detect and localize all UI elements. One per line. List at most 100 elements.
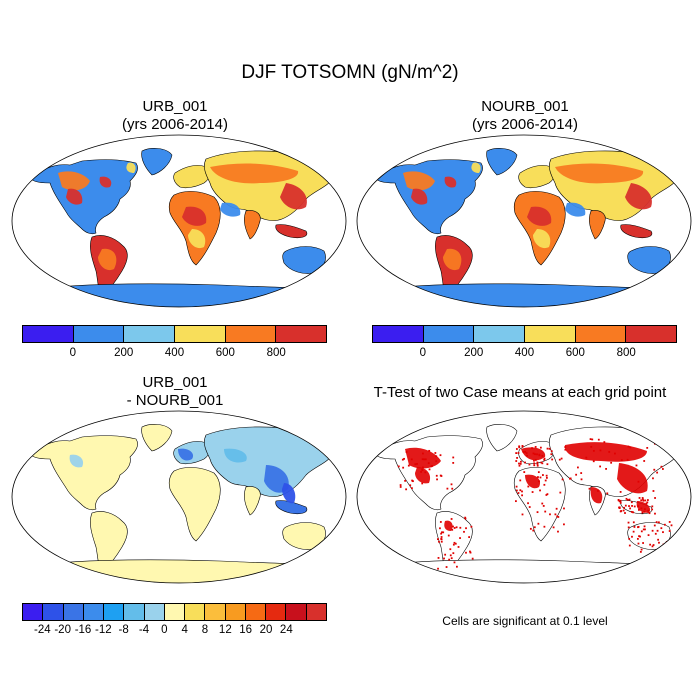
colorbar-tick-label: -20 — [54, 624, 71, 636]
significant-cell — [528, 463, 531, 466]
significant-cell — [445, 566, 448, 568]
significant-cell — [623, 506, 625, 509]
colorbar-segment — [23, 326, 74, 342]
significant-cell — [537, 471, 540, 474]
significant-cell — [428, 449, 431, 452]
significant-cell — [597, 489, 599, 492]
significant-cell — [640, 530, 643, 533]
significant-cell — [626, 498, 629, 501]
colorbar-tick-label: 8 — [201, 624, 209, 636]
significant-cell — [550, 450, 553, 453]
significant-cell — [668, 521, 671, 523]
significant-cell — [563, 523, 565, 526]
significant-cell — [449, 548, 452, 551]
significant-cell — [644, 508, 646, 511]
significant-cell — [643, 460, 646, 462]
significant-cell — [652, 490, 655, 492]
significant-cell — [469, 551, 472, 554]
map-outline — [356, 410, 692, 584]
colorbar-tick-label: 400 — [164, 347, 185, 359]
field-patch — [66, 188, 83, 205]
field-patch — [282, 483, 296, 504]
significant-cell — [527, 502, 529, 505]
field-patch — [69, 454, 84, 468]
significant-cell — [422, 466, 424, 469]
significant-cell — [657, 521, 660, 524]
significant-cell — [592, 460, 595, 463]
significant-cell — [647, 509, 650, 512]
landmass-antarctica — [33, 283, 329, 307]
significant-cell — [653, 468, 656, 471]
significant-cell — [424, 471, 427, 474]
landmass-africa — [168, 467, 221, 542]
significant-cell — [670, 524, 673, 527]
significant-cell — [423, 458, 426, 461]
significant-cell — [546, 447, 549, 450]
significant-cell — [440, 536, 443, 538]
significant-cell — [658, 541, 660, 544]
significant-cell — [411, 479, 414, 482]
significant-cell — [536, 511, 539, 514]
significant-cell — [627, 445, 630, 448]
significant-cell — [438, 540, 440, 543]
significant-cell — [459, 537, 461, 539]
significant-cell — [518, 445, 521, 448]
significant-cell — [655, 521, 658, 524]
significant-cell — [518, 462, 520, 465]
significant-cell — [624, 512, 626, 514]
significant-cell — [522, 451, 525, 453]
significant-cell — [470, 525, 473, 528]
landmass-newZealand — [679, 270, 687, 284]
significant-cell — [444, 553, 447, 556]
significant-cell — [529, 527, 532, 530]
significant-cell — [407, 464, 410, 467]
significant-cell — [644, 528, 646, 531]
significant-cell — [534, 459, 537, 461]
significant-cell — [532, 529, 535, 532]
significant-cell — [402, 466, 405, 469]
significant-cell — [515, 452, 518, 454]
field-patch — [182, 206, 207, 226]
colorbar-segment — [306, 604, 326, 620]
significant-cell — [434, 452, 437, 454]
colorbar-tick-label: 20 — [259, 624, 273, 636]
significant-cell — [443, 557, 445, 560]
significant-cell — [633, 505, 636, 508]
significant-cell — [431, 465, 433, 467]
colorbar-segment — [225, 604, 246, 620]
significant-cell — [515, 500, 517, 503]
significant-cell — [646, 501, 649, 504]
significant-cell — [519, 489, 522, 492]
landmass-newZealand — [334, 546, 342, 560]
significant-cell — [639, 535, 641, 538]
colorbar-urb — [22, 325, 327, 343]
significant-cell — [427, 462, 430, 465]
significant-cell — [633, 526, 636, 528]
significant-cell — [399, 484, 402, 486]
significant-cell — [637, 525, 640, 528]
colorbar-segment — [104, 604, 125, 620]
significant-cell — [618, 507, 621, 509]
panel-title-diff-line2: - NOURB_001 — [126, 392, 224, 409]
significant-cell — [669, 547, 672, 550]
colorbar-segment — [23, 604, 44, 620]
significant-cell — [643, 510, 646, 513]
significant-cell — [439, 527, 441, 530]
significant-cell — [657, 538, 660, 541]
colorbar-segment — [225, 326, 277, 342]
colorbar-segment — [525, 326, 576, 342]
significant-cell — [597, 438, 600, 441]
field-patch — [178, 448, 194, 461]
landmass-northAmerica — [375, 435, 483, 511]
colorbar-tick-label: 800 — [616, 347, 636, 359]
significant-cell — [543, 483, 546, 486]
significant-cell — [642, 499, 645, 502]
significant-cell — [428, 468, 431, 471]
colorbar-nourb-ticks: 0 200 400 600 800 — [372, 347, 677, 363]
significant-cell — [577, 466, 579, 469]
panel-title-diff-line1: URB_001 — [142, 374, 208, 391]
significant-cell — [560, 457, 563, 460]
significant-cell — [629, 446, 632, 449]
field-patch — [636, 501, 651, 513]
significant-cell — [556, 515, 559, 518]
